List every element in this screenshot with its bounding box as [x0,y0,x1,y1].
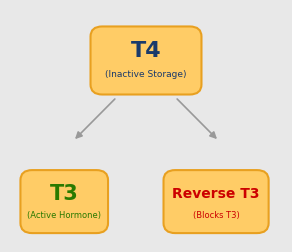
Text: Reverse T3: Reverse T3 [172,186,260,201]
Text: T4: T4 [131,41,161,61]
Text: T3: T3 [50,183,79,204]
FancyBboxPatch shape [20,170,108,233]
Text: (Inactive Storage): (Inactive Storage) [105,70,187,79]
FancyBboxPatch shape [164,170,269,233]
FancyBboxPatch shape [91,26,201,94]
Text: (Active Hormone): (Active Hormone) [27,211,101,220]
Text: (Blocks T3): (Blocks T3) [193,211,239,220]
